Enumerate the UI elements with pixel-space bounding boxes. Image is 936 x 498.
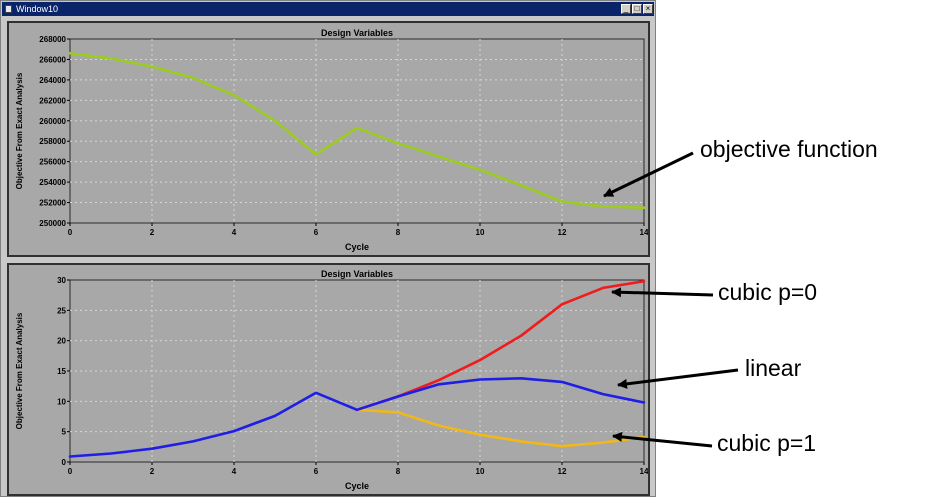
x-tick-label: 6 bbox=[314, 228, 319, 237]
y-tick-label: 25 bbox=[57, 306, 66, 315]
series-line-linear bbox=[68, 377, 646, 458]
x-tick-label: 0 bbox=[68, 467, 73, 476]
cubic-p1-label: cubic p=1 bbox=[717, 430, 817, 456]
x-tick-label: 14 bbox=[640, 228, 648, 237]
x-tick-label: 4 bbox=[232, 228, 237, 237]
y-tick-label: 256000 bbox=[39, 158, 66, 167]
design-variables-chart-panel: 0 2 4 6 8 10 12 14 0 5 10 15 20 25 30 Design Variables C… bbox=[7, 263, 650, 496]
y-tick-label: 252000 bbox=[39, 199, 66, 208]
x-tick-label: 12 bbox=[558, 228, 567, 237]
y-tick-label: 250000 bbox=[39, 219, 66, 228]
x-tick-label: 12 bbox=[558, 467, 567, 476]
design-variables-chart: 0 2 4 6 8 10 12 14 0 5 10 15 20 25 30 Design Variables C… bbox=[15, 269, 648, 491]
x-tick-label: 4 bbox=[232, 467, 237, 476]
y-tick-label: 262000 bbox=[39, 96, 66, 105]
y-tick-label: 266000 bbox=[39, 55, 66, 64]
x-tick-label: 2 bbox=[150, 467, 155, 476]
y-tick-label: 260000 bbox=[39, 117, 66, 126]
title-bar[interactable]: Window10 _ □ × bbox=[2, 2, 654, 16]
series-line-cubic-p0 bbox=[355, 279, 646, 412]
x-tick-label: 10 bbox=[476, 228, 485, 237]
x-tick-label: 8 bbox=[396, 467, 401, 476]
x-tick-label: 8 bbox=[396, 228, 401, 237]
x-tick-label: 14 bbox=[640, 467, 648, 476]
x-tick-label: 6 bbox=[314, 467, 319, 476]
objective-function-label: objective function bbox=[700, 136, 878, 162]
y-tick-label: 5 bbox=[62, 428, 67, 437]
y-axis-label: Objective From Exact Analysis bbox=[15, 312, 24, 429]
x-tick-label: 0 bbox=[68, 228, 73, 237]
y-axis-label: Objective From Exact Analysis bbox=[15, 72, 24, 189]
chart-title: Design Variables bbox=[321, 269, 393, 279]
linear-label: linear bbox=[745, 355, 802, 381]
window-title: Window10 bbox=[16, 4, 59, 14]
y-tick-label: 0 bbox=[62, 458, 67, 467]
close-button[interactable]: × bbox=[643, 4, 653, 14]
y-tick-label: 268000 bbox=[39, 35, 66, 44]
y-tick-label: 15 bbox=[57, 367, 66, 376]
x-axis-label: Cycle bbox=[345, 242, 369, 252]
cubic-p0-label: cubic p=0 bbox=[718, 279, 818, 305]
y-tick-label: 30 bbox=[57, 276, 66, 285]
objective-chart-panel: 0 2 4 6 8 10 12 14 250000 252000 254000 256000 25800… bbox=[7, 21, 650, 257]
chart-title: Design Variables bbox=[321, 28, 393, 38]
x-axis-label: Cycle bbox=[345, 481, 369, 491]
minimize-button[interactable]: _ bbox=[621, 4, 631, 14]
y-tick-label: 254000 bbox=[39, 178, 66, 187]
x-tick-label: 2 bbox=[150, 228, 155, 237]
series-line-cubic-p1 bbox=[355, 408, 646, 448]
x-tick-label: 10 bbox=[476, 467, 485, 476]
y-tick-label: 264000 bbox=[39, 76, 66, 85]
plot-frame bbox=[69, 38, 645, 224]
app-window: Window10 _ □ × 0 2 4 6 8 10 12 14 250000 252000 25… bbox=[0, 0, 656, 497]
objective-chart: 0 2 4 6 8 10 12 14 250000 252000 254000 256000 25800… bbox=[15, 28, 648, 252]
window-icon bbox=[5, 5, 12, 13]
series-line-objective bbox=[68, 51, 646, 209]
y-tick-label: 10 bbox=[57, 397, 66, 406]
maximize-button[interactable]: □ bbox=[632, 4, 642, 14]
y-tick-label: 258000 bbox=[39, 137, 66, 146]
y-tick-label: 20 bbox=[57, 337, 66, 346]
